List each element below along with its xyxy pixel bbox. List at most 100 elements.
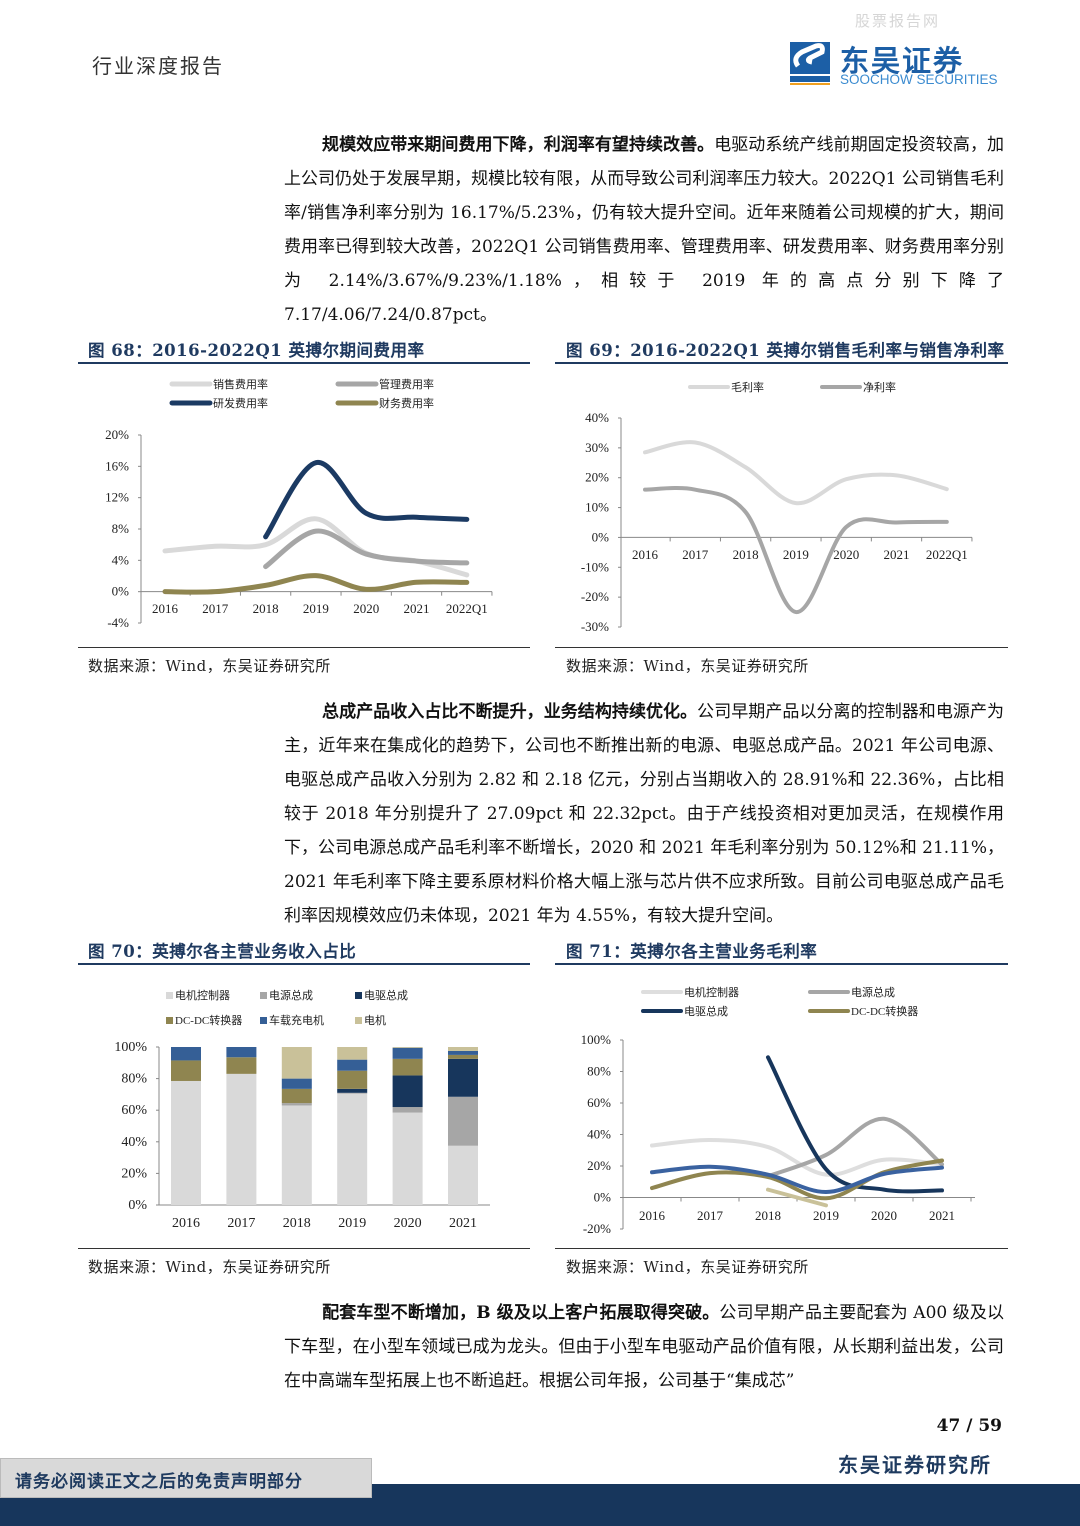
y-tick-label: -20% bbox=[583, 1221, 611, 1236]
y-tick-label: -30% bbox=[581, 619, 609, 634]
legend-label: 研发费用率 bbox=[213, 396, 268, 410]
bar-segment bbox=[171, 1080, 201, 1205]
series-line bbox=[263, 528, 470, 570]
series-line bbox=[650, 1138, 944, 1177]
y-tick-label: 20% bbox=[587, 1158, 611, 1173]
legend-swatch bbox=[166, 992, 173, 999]
y-tick-label: 60% bbox=[587, 1095, 611, 1110]
paragraph-3: 配套车型不断增加，B 级及以上客户拓展取得突破。公司早期产品主要配套为 A00 … bbox=[284, 1296, 1004, 1398]
legend-swatch bbox=[260, 992, 267, 999]
x-tick-label: 2021 bbox=[449, 1216, 477, 1231]
x-tick-label: 2018 bbox=[755, 1208, 781, 1223]
bar-segment bbox=[226, 1057, 257, 1074]
x-tick-label: 2019 bbox=[783, 547, 809, 562]
bar-segment bbox=[337, 1047, 368, 1060]
figure-68-source: 数据来源：Wind，东吴证券研究所 bbox=[88, 657, 331, 675]
legend-swatch bbox=[355, 1017, 362, 1024]
bar-segment bbox=[281, 1088, 312, 1104]
legend-label: DC-DC转换器 bbox=[175, 1013, 242, 1027]
chart-segment-margins: 100% 80% 60% 40% 20% 0% -20% 2016 2017 2018 2019 20… bbox=[581, 985, 975, 1236]
y-tick-label: -10% bbox=[581, 559, 609, 574]
bar-segment bbox=[171, 1060, 201, 1081]
x-tick-label: 2019 bbox=[303, 601, 329, 616]
x-tick-label: 2021 bbox=[884, 547, 910, 562]
divider bbox=[555, 963, 1008, 965]
bar-segment bbox=[392, 1075, 423, 1108]
bar-segment bbox=[448, 1058, 478, 1097]
figure-70-title: 图 70：英搏尔各主营业务收入占比 bbox=[88, 942, 357, 961]
y-tick-label: 30% bbox=[585, 440, 609, 455]
bar-segment bbox=[337, 1059, 368, 1071]
x-tick-label: 2019 bbox=[813, 1208, 839, 1223]
figure-70-source: 数据来源：Wind，东吴证券研究所 bbox=[88, 1258, 331, 1276]
y-tick-label: -4% bbox=[107, 615, 129, 630]
legend-label: 电机控制器 bbox=[175, 988, 230, 1002]
x-tick-label: 2016 bbox=[152, 601, 179, 616]
x-tick-label: 2020 bbox=[353, 601, 379, 616]
figure-71-title: 图 71：英搏尔各主营业务毛利率 bbox=[566, 942, 818, 961]
x-tick-label: 2016 bbox=[172, 1216, 200, 1231]
bar-segment bbox=[337, 1092, 368, 1094]
legend-swatch bbox=[260, 1017, 267, 1024]
x-tick-label: 2022Q1 bbox=[926, 547, 968, 562]
x-tick-label: 2017 bbox=[682, 547, 709, 562]
bar-segment bbox=[392, 1047, 423, 1048]
bar-segment bbox=[226, 1073, 257, 1205]
series-line bbox=[263, 460, 470, 540]
x-tick-label: 2018 bbox=[283, 1216, 311, 1231]
series-line bbox=[162, 573, 470, 595]
bar-segment bbox=[281, 1047, 312, 1079]
x-tick-label: 2019 bbox=[338, 1216, 366, 1231]
figure-row-68-69: 图 68：2016-2022Q1 英搏尔期间费用率 图 69：2016-2022… bbox=[0, 337, 1080, 687]
y-tick-label: 100% bbox=[114, 1040, 147, 1055]
y-tick-label: 4% bbox=[112, 552, 130, 567]
paragraph-1: 规模效应带来期间费用下降，利润率有望持续改善。电驱动系统产线前期固定投资较高，加… bbox=[284, 128, 1004, 332]
paragraph-heading: 总成产品收入占比不断提升，业务结构持续优化。 bbox=[322, 702, 698, 722]
chart-margins: 40% 30% 20% 10% 0% -10% -20% -30% 2016 2017 2018 20… bbox=[581, 380, 973, 634]
bar-segment bbox=[392, 1047, 423, 1059]
legend-swatch bbox=[355, 992, 362, 999]
page-number: 47 / 59 bbox=[936, 1416, 1002, 1436]
bar-segment bbox=[337, 1093, 368, 1205]
legend-label: 电驱总成 bbox=[364, 988, 408, 1002]
paragraph-text: 电驱动系统产线前期固定投资较高，加上公司仍处于发展早期，规模比较有限，从而导致公… bbox=[284, 135, 1005, 325]
bar-segment bbox=[448, 1145, 478, 1205]
y-tick-label: 0% bbox=[592, 529, 610, 544]
watermark: 股票报告网 bbox=[855, 12, 941, 30]
legend-label: 毛利率 bbox=[731, 380, 764, 394]
y-tick-label: 80% bbox=[587, 1064, 611, 1079]
bar-segment bbox=[448, 1096, 478, 1146]
figure-69-title: 图 69：2016-2022Q1 英搏尔销售毛利率与销售净利率 bbox=[566, 341, 1005, 360]
disclaimer-link[interactable]: 请务必阅读正文之后的免责声明部分 bbox=[0, 1458, 372, 1498]
y-tick-label: 20% bbox=[585, 470, 609, 485]
chart-revenue-mix: 100% 80% 60% 40% 20% 0% 2016 2017 2018 2019 2020 20… bbox=[114, 988, 490, 1231]
bar-segment bbox=[171, 1047, 201, 1061]
y-tick-label: 100% bbox=[581, 1032, 612, 1047]
x-tick-label: 2018 bbox=[253, 601, 279, 616]
y-tick-label: 20% bbox=[105, 427, 129, 442]
y-tick-label: 40% bbox=[585, 410, 609, 425]
bar-segment bbox=[448, 1047, 478, 1051]
y-tick-label: 0% bbox=[128, 1198, 147, 1213]
y-tick-label: 16% bbox=[105, 458, 129, 473]
divider bbox=[78, 362, 530, 364]
bar-segment bbox=[448, 1050, 478, 1055]
figure-69-source: 数据来源：Wind，东吴证券研究所 bbox=[566, 657, 809, 675]
series-line bbox=[162, 516, 470, 578]
y-tick-label: 10% bbox=[585, 500, 609, 515]
y-tick-label: -20% bbox=[581, 589, 609, 604]
x-tick-label: 2020 bbox=[833, 547, 859, 562]
legend-label: 电驱总成 bbox=[684, 1004, 728, 1018]
chart-expense-ratios: 20% 16% 12% 8% 4% 0% -4% 2016 2017 2018 2019 2020 20… bbox=[105, 377, 493, 630]
paragraph-heading: 规模效应带来期间费用下降，利润率有望持续改善。 bbox=[322, 135, 715, 155]
bar-segment bbox=[226, 1047, 257, 1058]
paragraph-2: 总成产品收入占比不断提升，业务结构持续优化。公司早期产品以分离的控制器和电源产为… bbox=[284, 695, 1004, 933]
y-tick-label: 80% bbox=[121, 1072, 147, 1087]
x-tick-label: 2022Q1 bbox=[446, 601, 488, 616]
x-tick-label: 2017 bbox=[227, 1216, 255, 1231]
figure-68-title: 图 68：2016-2022Q1 英搏尔期间费用率 bbox=[88, 341, 425, 360]
x-tick-label: 2018 bbox=[733, 547, 759, 562]
legend-label: DC-DC转换器 bbox=[851, 1004, 918, 1018]
y-tick-label: 0% bbox=[594, 1190, 612, 1205]
